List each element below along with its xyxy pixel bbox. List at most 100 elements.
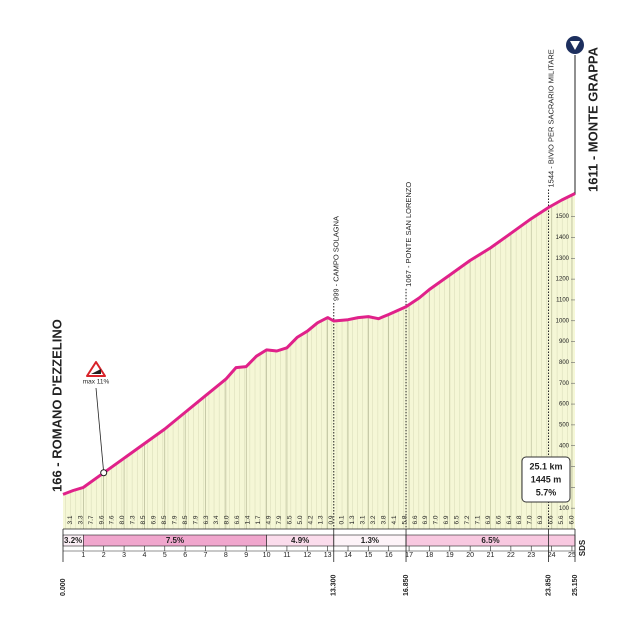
km-gradient: 6.0	[568, 515, 575, 524]
distance-label: 25.150	[572, 574, 579, 596]
km-gradient: 6.6	[495, 515, 502, 524]
y-tick-label: 900	[559, 339, 570, 345]
km-gradient: 0.1	[339, 515, 346, 524]
km-gradient: 8.5	[182, 515, 189, 524]
distance-label: 13.300	[331, 574, 338, 596]
km-gradient: 7.9	[171, 515, 178, 524]
x-tick-label: 12	[303, 552, 311, 559]
y-tick-label: 1100	[556, 298, 570, 304]
footer: SDS	[578, 539, 587, 556]
km-gradient: 3.3	[77, 515, 84, 524]
km-gradient: 7.3	[130, 515, 137, 524]
km-gradient: 6.9	[422, 515, 429, 524]
x-tick-label: 21	[487, 552, 495, 559]
x-tick-label: 8	[224, 552, 228, 559]
plot: 999 - CAMPO SOLAGNA 1067 - PONTE SAN LORE…	[60, 49, 587, 596]
km-gradient: 6.9	[443, 515, 450, 524]
gradient-label: 6.5%	[481, 536, 499, 545]
km-gradient: 5.0	[297, 515, 304, 524]
x-tick-label: 7	[204, 552, 208, 559]
km-gradient: 5.6	[558, 515, 565, 524]
km-gradient: 1.3	[318, 515, 325, 524]
x-tick-label: 25	[568, 552, 576, 559]
km-gradient: 7.1	[474, 515, 481, 524]
info-text: 25.1 km	[529, 461, 562, 471]
km-gradient: 7.7	[88, 515, 95, 524]
distance-label: 0.000	[60, 578, 67, 596]
km-gradient: 4.1	[391, 515, 398, 524]
km-gradient: 6.5	[454, 515, 461, 524]
km-gradient: 3.4	[213, 515, 220, 524]
km-gradient: 7.9	[192, 515, 199, 524]
y-tick-label: 1000	[556, 318, 570, 324]
km-gradient: 6.6	[412, 515, 419, 524]
x-tick-label: 6	[183, 552, 187, 559]
gradient-label: 7.5%	[166, 536, 184, 545]
km-gradient: 4.9	[265, 515, 272, 524]
km-gradient: 0.9	[328, 515, 335, 524]
gradient-label: 3.2%	[64, 536, 82, 545]
x-tick-label: 13	[324, 552, 332, 559]
y-tick-label: 1300	[556, 256, 570, 262]
km-gradient: 6.6	[234, 515, 241, 524]
y-tick-label: 700	[559, 381, 570, 387]
x-tick-label: 11	[283, 552, 290, 559]
km-gradient: 9.6	[98, 515, 105, 524]
profile-line	[62, 192, 576, 496]
x-tick-label: 4	[142, 552, 146, 559]
x-tick-label: 15	[364, 552, 372, 559]
x-tick-label: 9	[244, 552, 248, 559]
x-tick-label: 16	[385, 552, 393, 559]
x-tick-label: 10	[263, 552, 271, 559]
km-gradient: 7.0	[527, 515, 534, 524]
km-gradient: 3.1	[67, 515, 74, 524]
km-gradient: 6.6	[548, 515, 555, 524]
x-tick-label: 22	[507, 552, 515, 559]
waypoint-label: 999 - CAMPO SOLAGNA	[332, 216, 341, 301]
end-label: 1611 - MONTE GRAPPA	[585, 46, 600, 192]
y-tick-label: 100	[559, 506, 570, 512]
km-gradient: 8.0	[224, 515, 231, 524]
y-tick-label: 1500	[556, 214, 570, 220]
x-tick-label: 3	[122, 552, 126, 559]
km-gradient: 4.2	[307, 515, 314, 524]
info-text: 1445 m	[531, 474, 562, 484]
km-gradient: 8.5	[161, 515, 168, 524]
info-text: 5.7%	[536, 487, 557, 497]
max-pointer	[95, 387, 105, 473]
max-icon-slope	[91, 369, 101, 374]
x-tick-label: 2	[102, 552, 106, 559]
max-point	[100, 469, 108, 477]
km-gradient: 8.5	[140, 515, 147, 524]
waypoint-label: 1067 - PONTE SAN LORENZO	[404, 182, 413, 287]
km-gradient: 6.9	[485, 515, 492, 524]
y-tick-label: 1200	[556, 277, 570, 283]
km-gradient: 7.9	[276, 515, 283, 524]
finish-icon-arrow	[570, 41, 580, 50]
x-tick-label: 5	[163, 552, 167, 559]
max-label: max 11%	[83, 379, 110, 386]
km-gradient: 3.8	[380, 515, 387, 524]
gradient-label: 1.3%	[361, 536, 379, 545]
x-tick-label: 18	[426, 552, 434, 559]
km-gradient: 7.0	[433, 515, 440, 524]
x-tick-label: 1	[81, 552, 85, 559]
y-tick-label: 600	[559, 402, 570, 408]
y-tick-label: 500	[559, 422, 570, 428]
km-gradient: 5.8	[401, 515, 408, 524]
x-tick-label: 19	[446, 552, 454, 559]
km-gradient: 7.6	[109, 515, 116, 524]
km-gradient: 3.2	[370, 515, 377, 524]
distance-label: 16.850	[403, 574, 410, 596]
km-gradient: 1.3	[349, 515, 356, 524]
km-gradient: 3.1	[360, 515, 367, 524]
x-tick-label: 20	[466, 552, 474, 559]
km-gradient: 6.5	[286, 515, 293, 524]
x-tick-label: 23	[527, 552, 535, 559]
km-gradient: 1.7	[255, 515, 262, 524]
y-tick-label: 800	[559, 360, 570, 366]
km-gradient: 6.9	[151, 515, 158, 524]
km-gradient: 7.2	[464, 515, 471, 524]
gradient-label: 4.9%	[291, 536, 309, 545]
